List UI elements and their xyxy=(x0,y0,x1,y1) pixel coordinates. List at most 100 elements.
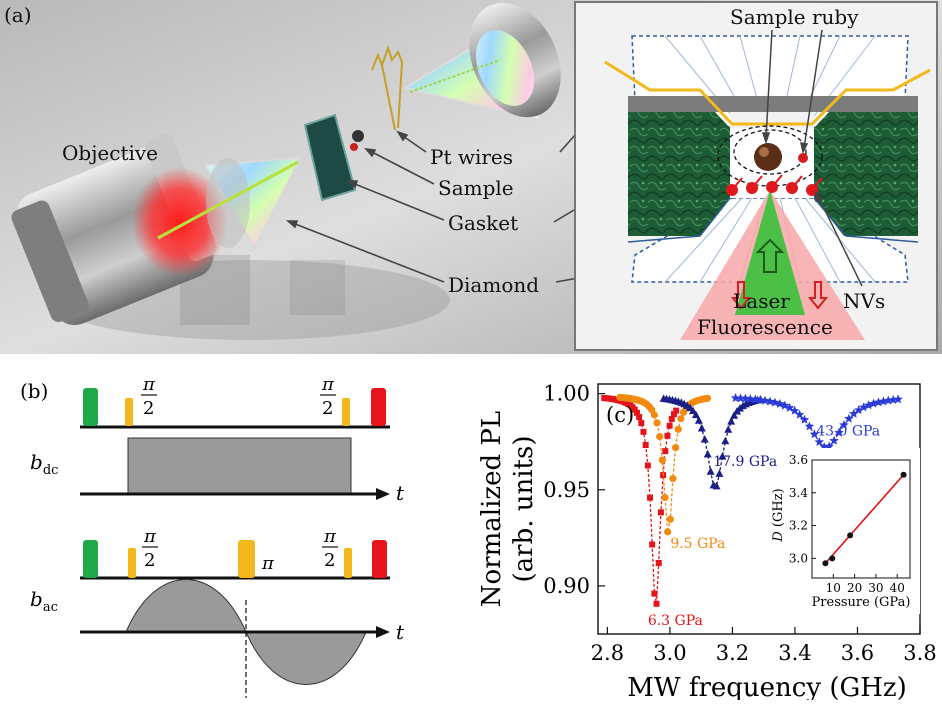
data-point xyxy=(650,411,658,419)
x-tick-label: 3.6 xyxy=(841,641,874,665)
data-point xyxy=(785,402,795,412)
data-point xyxy=(656,432,664,441)
x-tick-label: 3.4 xyxy=(778,641,811,665)
init-pulse-ac xyxy=(83,540,98,578)
data-point xyxy=(653,600,660,607)
init-pulse-dc xyxy=(83,388,98,426)
main-plot: 2.8 3.0 3.2 3.4 3.6 3.8 0.90 0.95 1.00 xyxy=(543,382,936,665)
panel-c-label: (c) xyxy=(606,403,634,427)
data-point xyxy=(770,397,780,407)
panel-b-label: (b) xyxy=(20,379,48,403)
objective-label: Objective xyxy=(62,141,158,165)
x-tick-label: 3.2 xyxy=(716,641,749,665)
mw-pulse-dc-2 xyxy=(342,398,350,426)
data-point xyxy=(673,407,680,414)
data-point xyxy=(844,413,854,423)
pulse-sequence-diagram: (b) π 2 π 2 bdc t π 2 π π 2 xyxy=(20,374,405,698)
half-pi-den-dc-2: 2 xyxy=(322,398,333,419)
data-point xyxy=(640,428,647,435)
inset-y-tick-label: 3.4 xyxy=(789,486,808,500)
data-point xyxy=(780,400,790,410)
panel-a-label: (a) xyxy=(4,3,32,27)
data-point xyxy=(794,409,805,419)
series-line-9-5-GPa xyxy=(619,396,708,532)
data-point xyxy=(765,396,775,406)
inset-plot: 10 20 30 40 3.0 3.2 3.4 3.6 xyxy=(762,448,920,614)
gasket-piece xyxy=(303,113,364,202)
inset-background xyxy=(762,448,920,614)
data-point xyxy=(669,475,677,483)
data-point xyxy=(760,395,770,405)
data-point xyxy=(674,425,682,433)
time-axis-ac: t xyxy=(396,620,405,644)
data-point xyxy=(730,393,741,403)
inset-x-tick-label: 40 xyxy=(890,581,905,595)
mw-pulse-ac-1 xyxy=(128,548,136,578)
inset-data-point xyxy=(822,560,829,567)
chart-labels: MW frequency (GHz) Normalized PL (arb. uni… xyxy=(477,403,911,703)
readout-pulse-dc xyxy=(371,388,386,426)
y-tick-label: 0.90 xyxy=(543,574,590,598)
data-point xyxy=(703,449,712,458)
data-point xyxy=(631,406,638,413)
b-dc-label: bdc xyxy=(30,450,58,478)
data-point xyxy=(804,421,815,431)
data-point xyxy=(834,427,844,437)
half-pi-num-dc-2: π xyxy=(321,374,335,395)
main-plot-series xyxy=(601,393,903,607)
data-point xyxy=(829,435,839,445)
data-point xyxy=(677,415,685,423)
data-point xyxy=(755,395,765,405)
inset-y-tick-label: 3.6 xyxy=(789,453,808,467)
half-pi-den-ac-2: 2 xyxy=(324,550,335,571)
nvs-label: NVs xyxy=(843,289,885,313)
diamond-label: Diamond xyxy=(448,273,539,297)
data-point xyxy=(854,405,864,415)
data-point xyxy=(858,402,869,412)
pi-label-ac: π xyxy=(261,553,275,574)
half-pi-den-ac-1: 2 xyxy=(144,550,155,571)
data-point xyxy=(642,442,649,449)
y-axis-label-line1: Normalized PL xyxy=(477,411,507,607)
data-point xyxy=(789,405,800,415)
data-point xyxy=(661,493,669,502)
dc-sequence: π 2 π 2 bdc t xyxy=(30,374,405,505)
ac-sequence: π 2 π π 2 bac t xyxy=(30,526,405,698)
data-point xyxy=(727,417,736,425)
data-point xyxy=(653,419,661,427)
inset-y-tick-label: 3.0 xyxy=(789,551,808,565)
b-ac-label: bac xyxy=(30,587,58,615)
data-point xyxy=(721,436,730,445)
sample-ruby-label: Sample ruby xyxy=(730,5,859,29)
data-point xyxy=(657,509,664,516)
data-point xyxy=(658,456,666,464)
x-axis-label: MW frequency (GHz) xyxy=(627,673,907,700)
inset-data-point xyxy=(829,555,836,562)
data-point xyxy=(671,444,680,452)
inset-x-tick-label: 30 xyxy=(868,581,883,595)
half-pi-num-dc-1: π xyxy=(142,374,156,395)
data-point xyxy=(651,590,658,597)
data-point xyxy=(878,396,889,406)
data-point xyxy=(662,448,669,455)
dac-cross-section-inset: Sample ruby Laser Fluorescence NVs xyxy=(574,1,938,351)
data-point xyxy=(647,494,654,501)
y-axis-label-line2: (arb. units) xyxy=(509,436,539,583)
data-point xyxy=(664,528,672,536)
readout-pulse-ac xyxy=(372,540,387,578)
inset-y-axis-label: D (GHz) xyxy=(771,488,786,542)
data-point xyxy=(799,414,810,424)
pt-wire-icon xyxy=(371,44,404,131)
data-point xyxy=(666,422,673,429)
series-label: 17.9 GPa xyxy=(713,454,777,470)
data-point xyxy=(670,411,677,418)
data-point xyxy=(706,467,715,475)
inset-x-axis-label: Pressure (GPa) xyxy=(812,595,911,610)
data-point xyxy=(873,397,884,407)
objective-lens xyxy=(11,134,228,326)
inset-data-point xyxy=(847,532,854,539)
half-pi-num-ac-2: π xyxy=(323,526,337,547)
data-point xyxy=(745,394,756,404)
pt-wires-label: Pt wires xyxy=(430,145,513,169)
data-point xyxy=(750,394,760,404)
